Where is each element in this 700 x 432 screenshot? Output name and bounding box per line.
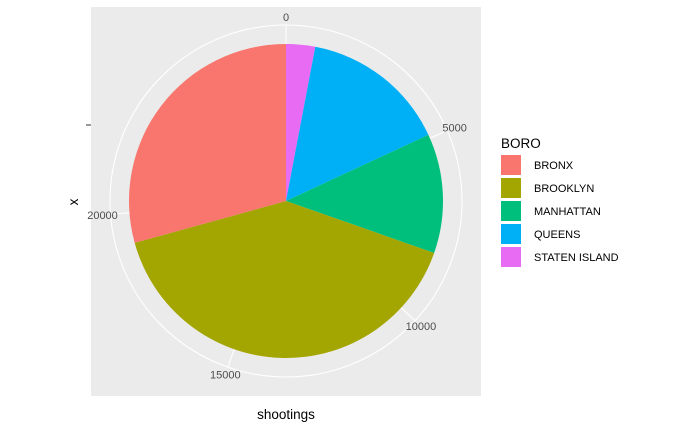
legend-label-staten-island: STATEN ISLAND <box>534 252 619 264</box>
slice-brooklyn <box>134 201 435 358</box>
legend-label-brooklyn: BROOKLYN <box>534 183 594 195</box>
legend-key-staten-island <box>501 247 521 267</box>
tick-label-20000: 20000 <box>87 210 118 222</box>
tick-label-15000: 15000 <box>210 370 241 382</box>
slice-bronx <box>128 44 286 243</box>
legend-label-bronx: BRONX <box>534 160 574 172</box>
legend: BRONX BROOKLYN MANHATTAN QUEENS STATEN ISLAN… <box>501 155 619 267</box>
legend-key-queens <box>501 224 521 244</box>
pie-slices <box>128 44 443 358</box>
legend-label-manhattan: MANHATTAN <box>534 206 601 218</box>
legend-key-bronx <box>501 155 521 175</box>
x-axis-title: shootings <box>257 407 315 422</box>
angle-tick-labels: 0 5000 10000 15000 20000 <box>87 12 467 382</box>
tick-label-0: 0 <box>283 12 289 24</box>
slice-queens <box>286 46 429 202</box>
y-axis-title: x <box>66 198 81 205</box>
slice-manhattan <box>286 134 443 253</box>
legend-title: BORO <box>501 136 541 151</box>
legend-key-manhattan <box>501 201 521 221</box>
legend-key-brooklyn <box>501 178 521 198</box>
tick-label-5000: 5000 <box>442 122 466 134</box>
legend-label-queens: QUEENS <box>534 229 580 241</box>
tick-label-10000: 10000 <box>406 321 437 333</box>
slice-staten-island <box>286 44 316 201</box>
